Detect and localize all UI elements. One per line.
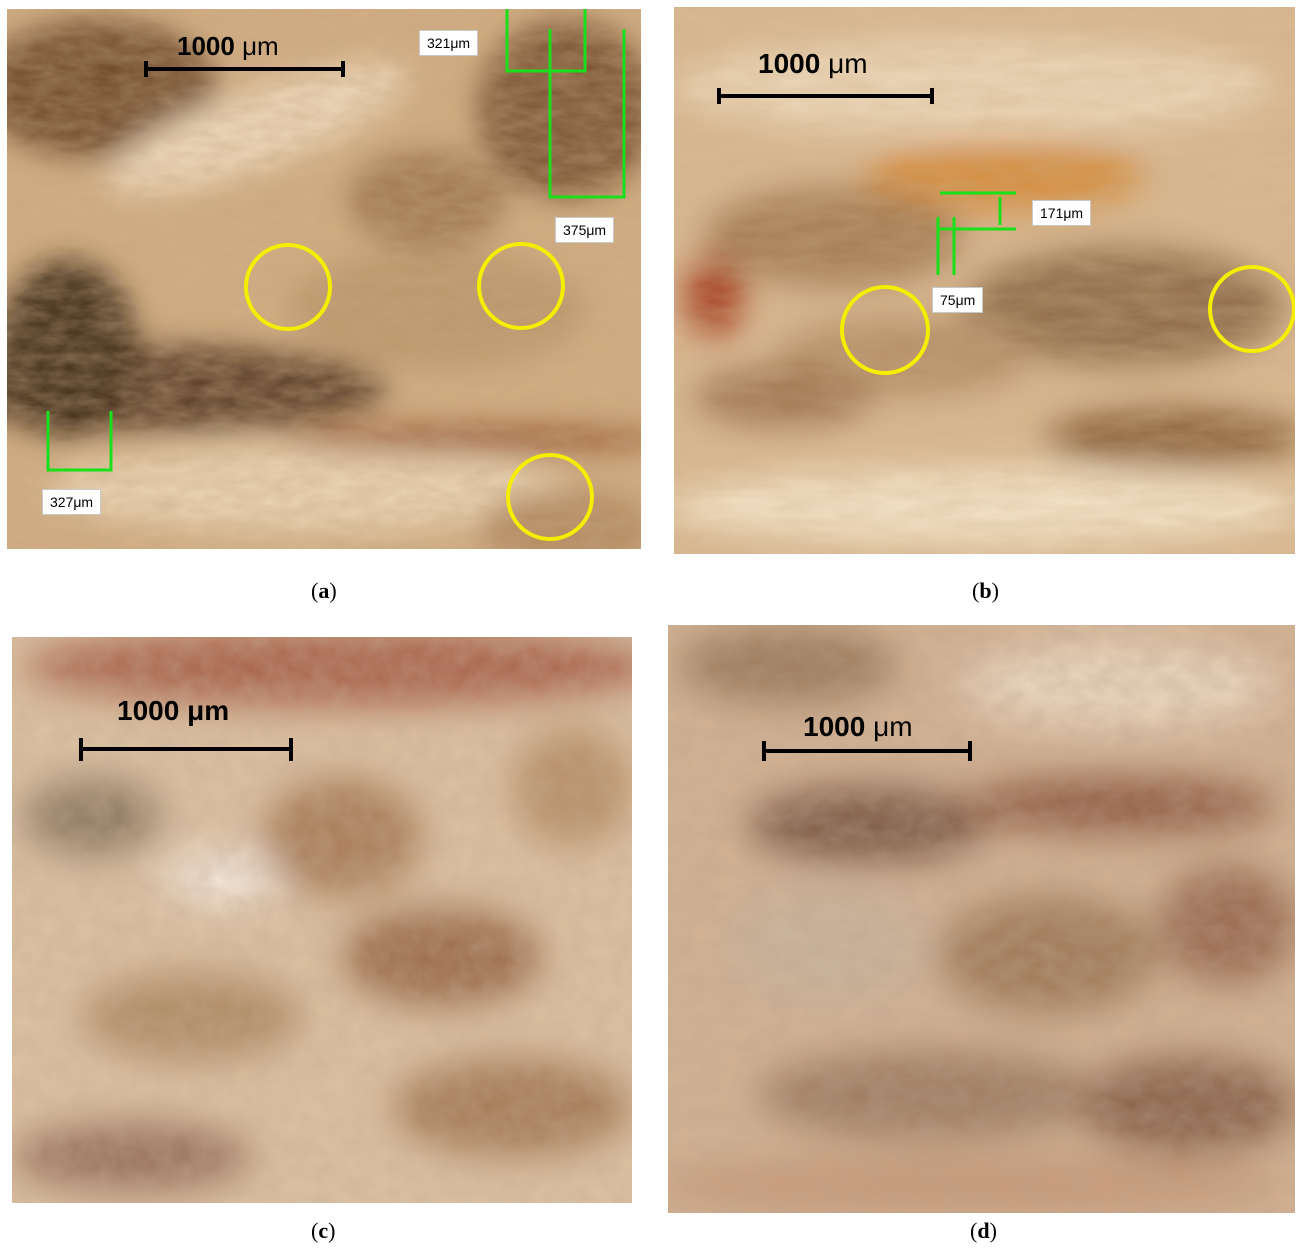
measurement-label-171: 171μm (1032, 200, 1092, 226)
micrograph-image-c (12, 637, 632, 1203)
scale-bar-label-d: 1000 μm (803, 711, 913, 743)
measurement-markers-a (46, 9, 626, 472)
measurement-label-321: 321μm (419, 30, 479, 56)
micrograph-panel-a: 1000 μm 321μm 375μm 327μm (7, 9, 641, 549)
highlight-circles-b (840, 265, 1295, 375)
scale-bar-label-c: 1000 μm (117, 695, 229, 727)
scale-bar-c (79, 738, 293, 761)
measurement-label-75: 75μm (932, 287, 984, 313)
micrograph-image-d (668, 625, 1295, 1213)
annotation-overlay-c (79, 738, 293, 761)
scale-unit-a: μm (242, 31, 279, 61)
annotation-overlay-a (46, 9, 626, 541)
scale-value-a: 1000 (177, 31, 235, 61)
measurement-label-375: 375μm (555, 217, 615, 243)
scale-unit-b: μm (828, 48, 868, 79)
micrograph-panel-d: 1000 μm (668, 625, 1295, 1213)
scale-value-b: 1000 (758, 48, 821, 79)
scale-bar-label-a: 1000 μm (177, 31, 279, 62)
scale-bar-a (144, 61, 345, 77)
scale-unit-c: μm (187, 695, 230, 726)
scale-bar-d (762, 741, 972, 761)
micrograph-panel-c: 1000 μm (12, 637, 632, 1203)
micrograph-image-b (674, 7, 1295, 554)
scale-value-d: 1000 (803, 711, 866, 742)
annotation-overlay-b (717, 88, 1295, 375)
measurement-label-327: 327μm (42, 489, 102, 515)
scale-bar-b (717, 88, 934, 104)
highlight-circles-a (244, 242, 594, 541)
measurement-markers-b (936, 191, 1016, 275)
caption-a: (a) (311, 578, 337, 603)
scale-value-c: 1000 (117, 695, 180, 726)
scale-bar-label-b: 1000 μm (758, 48, 868, 80)
caption-b: (b) (972, 578, 999, 603)
caption-c: (c) (311, 1218, 336, 1243)
scale-unit-d: μm (873, 711, 913, 742)
caption-d: (d) (970, 1218, 997, 1243)
annotation-overlay-d (762, 741, 972, 761)
micrograph-panel-b: 1000 μm 171μm 75μm (674, 7, 1295, 554)
